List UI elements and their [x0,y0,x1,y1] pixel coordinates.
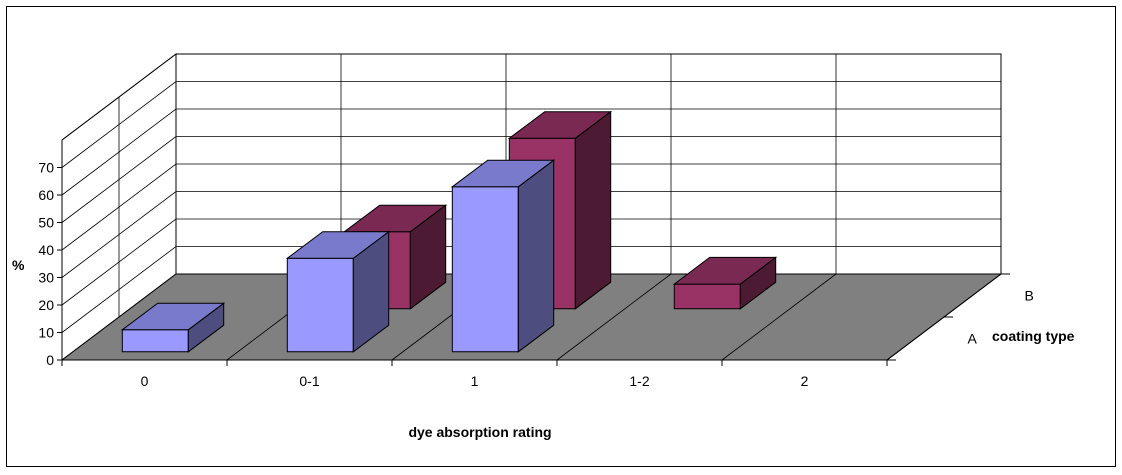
bar-front-face [451,186,519,353]
series-label: A [968,331,978,347]
y-tick-label: 70 [38,160,54,176]
chart-border [6,6,1116,467]
z-axis-label: coating type [992,328,1075,344]
floor-divider [556,273,672,361]
gridline [61,218,1001,306]
x-axis-label: dye absorption rating [408,424,551,440]
x-tick-label: 0-1 [299,373,319,389]
bar-top-face [672,256,778,285]
x-tick-label: 2 [801,373,809,389]
bar-front-face [121,329,189,353]
bar-top-face [507,111,613,139]
bar-front-face [673,283,741,310]
bar-a-0 [120,302,226,353]
gridline [61,191,1001,278]
bar-front-face [286,257,354,353]
bar-a-0-1 [285,230,391,353]
bar-top-face [285,231,391,259]
y-tick-label: 50 [38,215,54,231]
y-tick-label: 0 [46,352,54,368]
y-tick-label: 10 [38,325,54,341]
gridline [61,108,1001,196]
gridline [61,246,1001,333]
y-axis-label: % [12,257,25,273]
bar-top-face [120,302,226,331]
chart-bars [120,110,778,353]
bar-b-1-2 [672,256,778,310]
x-tick-label: 1-2 [629,373,649,389]
y-tick-label: 40 [38,242,54,258]
bar-top-face [450,159,556,188]
chart-labels: % dye absorption rating coating type 010… [12,160,1075,441]
y-tick-label: 30 [38,270,54,286]
bar-side-face [517,159,555,353]
series-label: B [1025,288,1034,304]
gridline [61,53,1001,141]
y-tick-label: 60 [38,187,54,203]
bar-side-face [574,110,612,310]
x-tick-label: 1 [471,373,479,389]
gridline [61,163,1001,251]
gridline [61,136,1001,223]
gridline [61,81,1001,168]
bar-a-1 [450,159,556,353]
floor-divider [721,273,837,361]
x-tick-label: 0 [141,373,149,389]
y-tick-label: 20 [38,297,54,313]
